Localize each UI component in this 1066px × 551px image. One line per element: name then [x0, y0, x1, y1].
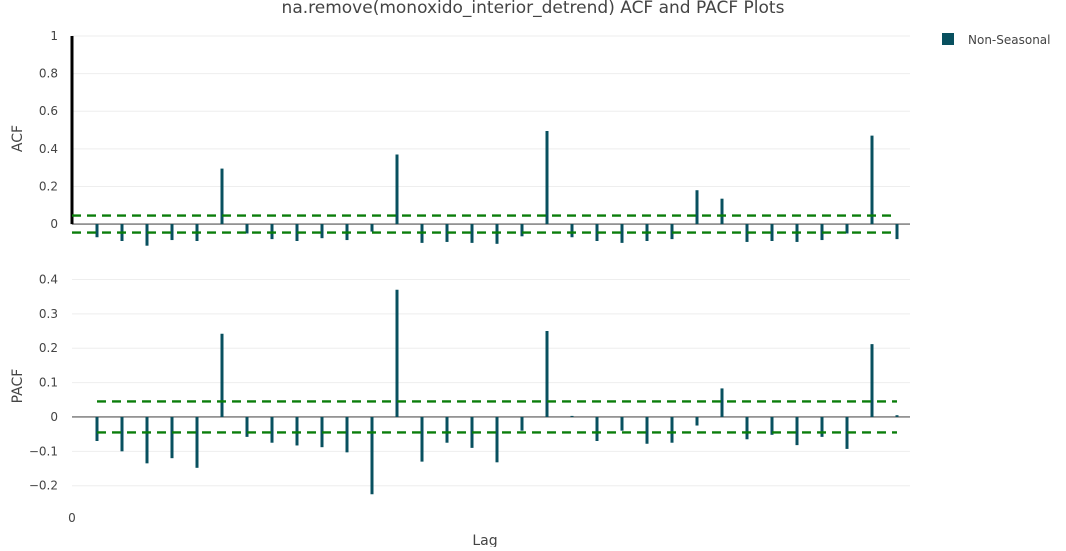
acf-y-axis-label: ACF — [10, 125, 26, 152]
acf-panel: 0 0.2 0.4 0.6 0.8 1 ACF — [10, 29, 910, 246]
pacf-y-tick-label: 0 — [50, 410, 58, 424]
pacf-panel: −0.2 −0.1 0 0.1 0.2 0.3 0.4 PACF — [10, 272, 910, 495]
pacf-y-tick-label: 0.2 — [39, 341, 58, 355]
legend[interactable]: Non-Seasonal — [942, 33, 1051, 47]
pacf-y-tick-label: 0.3 — [39, 307, 58, 321]
legend-label[interactable]: Non-Seasonal — [968, 33, 1051, 47]
acf-y-tick-label: 0.2 — [39, 179, 58, 193]
acf-y-tick-label: 0.8 — [39, 67, 58, 81]
chart-title: na.remove(monoxido_interior_detrend) ACF… — [282, 0, 785, 18]
acf-y-tick-label: 0.4 — [39, 142, 58, 156]
pacf-y-tick-label: −0.2 — [29, 479, 58, 493]
pacf-y-tick-label: 0.1 — [39, 376, 58, 390]
pacf-y-tick-label: −0.1 — [29, 444, 58, 458]
acf-y-tick-label: 1 — [50, 29, 58, 43]
legend-swatch[interactable] — [942, 33, 954, 45]
acf-y-tick-label: 0 — [50, 217, 58, 231]
x-tick-label: 0 — [68, 511, 76, 525]
pacf-y-tick-label: 0.4 — [39, 272, 58, 286]
pacf-y-axis-label: PACF — [10, 369, 26, 404]
acf-y-tick-label: 0.6 — [39, 104, 58, 118]
x-axis-label: Lag — [472, 533, 497, 547]
